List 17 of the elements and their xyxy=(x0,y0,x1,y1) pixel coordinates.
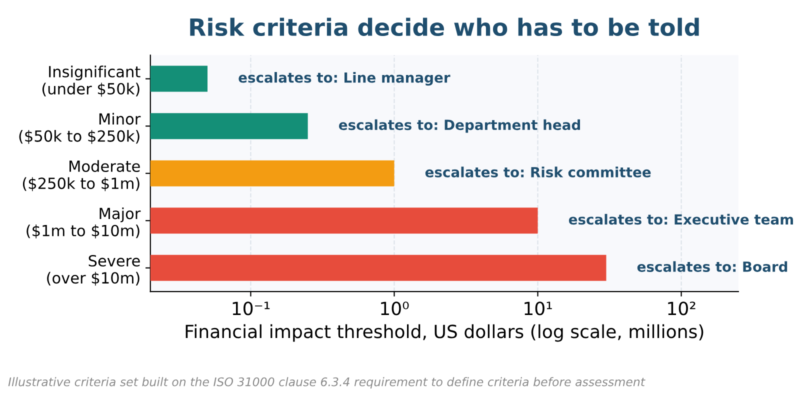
x-axis-title: Financial impact threshold, US dollars (log scale, millions) xyxy=(186,324,704,342)
annotation: escalates to: Department head xyxy=(338,119,580,133)
annotation: escalates to: Line manager xyxy=(238,72,450,86)
annotation: escalates to: Executive team xyxy=(568,214,793,225)
y-tick-label: Severe (over $10m) xyxy=(47,254,140,286)
text: Illustrative criteria set built on the ISO 31000 clause 6.3.4 requirement to define criteria before assessment xyxy=(8,377,646,389)
y-tick-label: Insignificant (under $50k) xyxy=(42,66,140,97)
x-tick-label: 10⁻¹ xyxy=(232,302,270,316)
y-tick-label: Minor ($50k to $250k) xyxy=(19,112,141,144)
annotation: escalates to: Board xyxy=(637,261,788,272)
annotation: escalates to: Risk committee xyxy=(425,166,651,178)
x-tick-label: 10¹ xyxy=(524,302,552,316)
x-tick-label: 10⁰ xyxy=(381,302,409,316)
y-tick-label: Major ($1m to $10m) xyxy=(26,207,141,238)
y-tick-label: Moderate ($250k to $1m) xyxy=(22,160,140,192)
chart-title: Risk criteria decide who has to be told xyxy=(190,18,699,36)
x-tick-label: 10² xyxy=(668,302,696,316)
